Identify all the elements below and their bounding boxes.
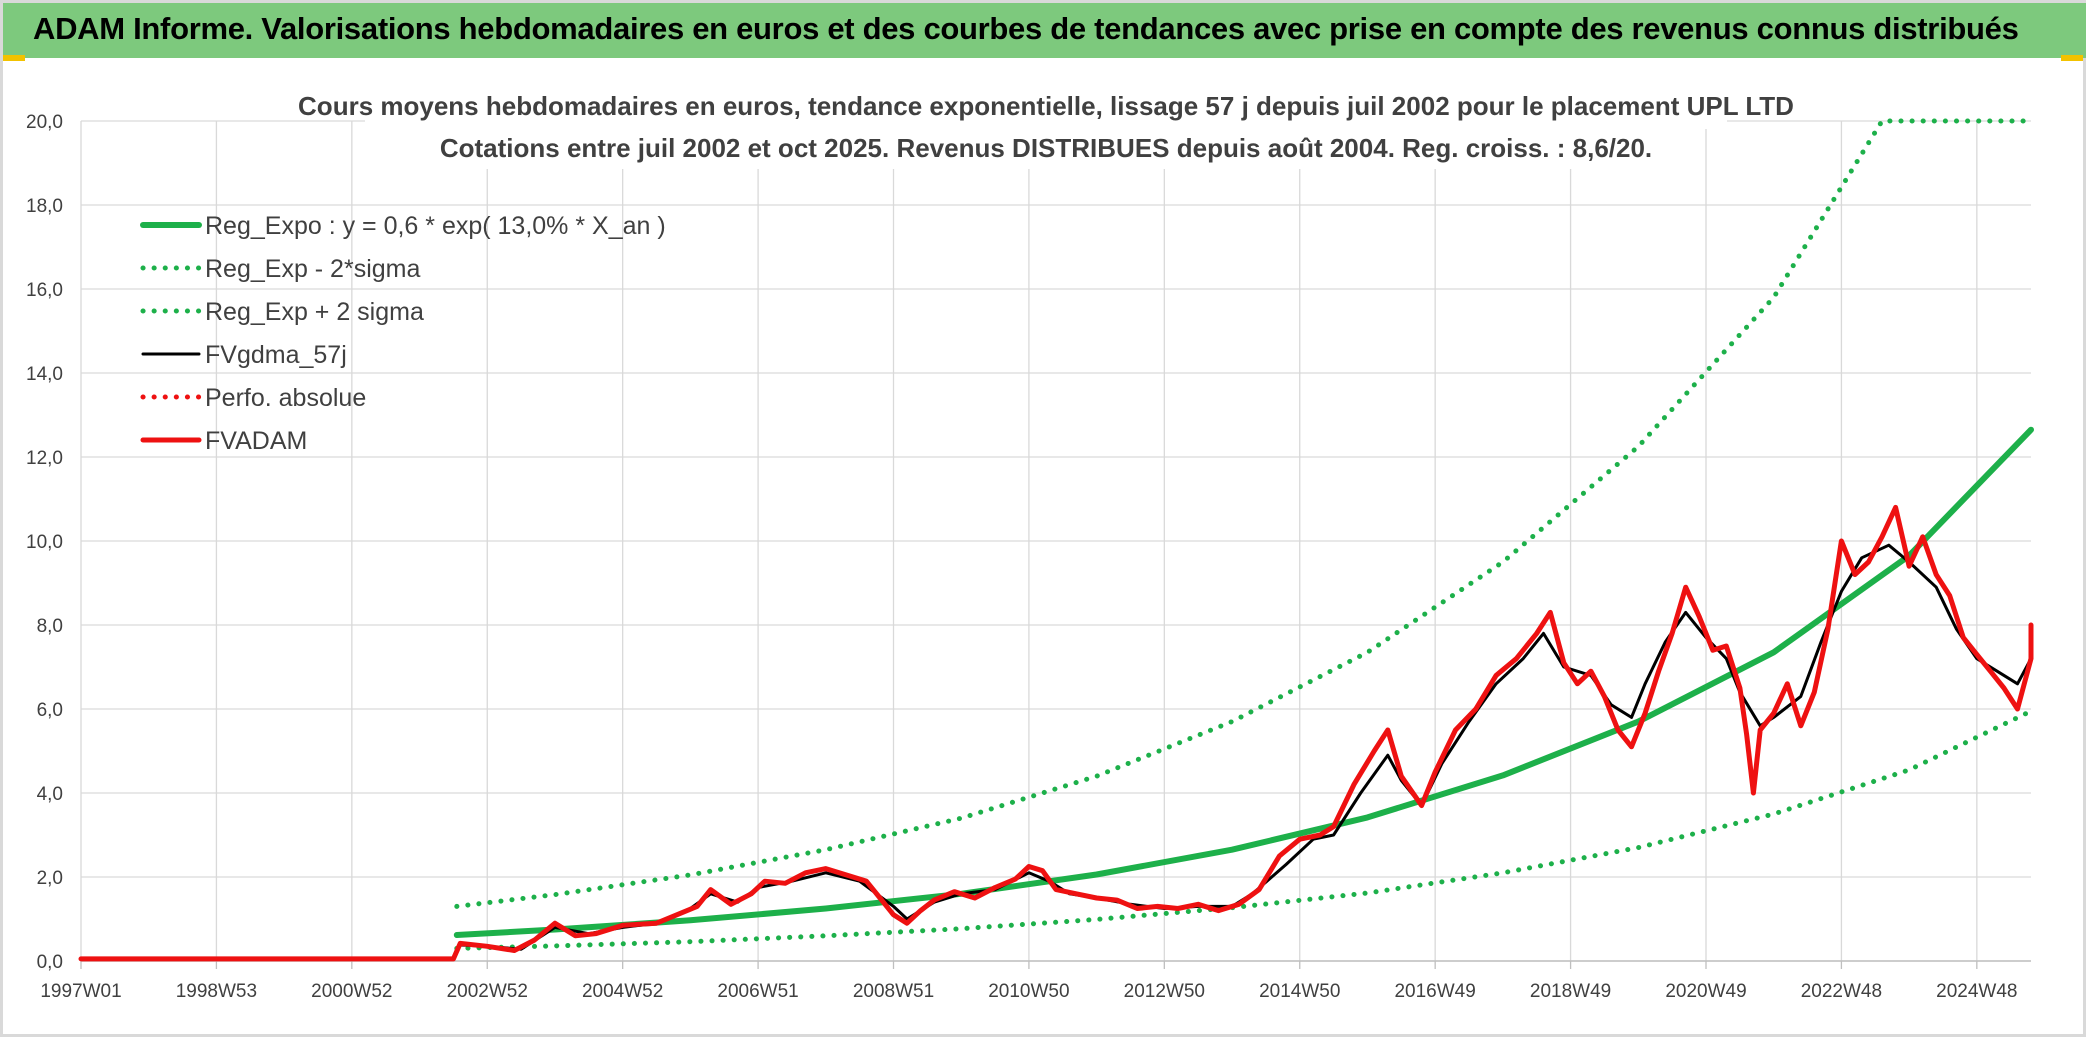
y-tick-label: 12,0 [26,448,63,469]
chart-subtitle: Cotations entre juil 2002 et oct 2025. R… [440,133,1652,163]
legend-entry: FVgdma_57j [205,341,347,369]
x-tick-label: 2002W52 [447,981,528,1002]
line-chart: 0,0 2,0 4,0 6,0 8,0 10,0 12,0 14,0 16,0 18,0 20,0 1… [26,87,2034,1002]
series-lines [78,118,2034,962]
axes: 0,0 2,0 4,0 6,0 8,0 10,0 12,0 14,0 16,0 18,0 20,0 1… [26,112,2031,1002]
series-line-0 [453,426,2034,938]
x-tick-label: 2000W52 [311,981,392,1002]
x-tick-label: 1998W53 [176,981,257,1002]
corner-accent-left [3,55,25,61]
series-line-3 [79,543,2033,961]
chart-title: Cours moyens hebdomadaires en euros, ten… [298,91,1794,121]
x-tick-label: 2004W52 [582,981,663,1002]
corner-accent-right [2061,55,2083,61]
series-line-5 [78,504,2034,962]
y-tick-label: 18,0 [26,196,63,217]
legend-entry: Reg_Exp + 2 sigma [205,298,424,326]
y-tick-label: 10,0 [26,532,63,553]
x-tick-label: 1997W01 [40,981,121,1002]
page-title: ADAM Informe. Valorisations hebdomadaire… [33,11,2019,46]
x-tick-label: 2012W50 [1124,981,1205,1002]
y-tick-label: 16,0 [26,280,63,301]
gridlines [80,120,2031,962]
header-bar: ADAM Informe. Valorisations hebdomadaire… [3,3,2086,58]
x-tick-label: 2006W51 [717,981,798,1002]
series-line-2 [454,118,2034,909]
x-tick-label: 2008W51 [853,981,934,1002]
x-tick-label: 2018W49 [1530,981,1611,1002]
legend: Reg_Expo : y = 0,6 * exp( 13,0% * X_an )… [140,212,666,455]
y-tick-label: 0,0 [37,952,63,973]
subtitle-background [483,129,1613,169]
y-tick-label: 8,0 [37,616,63,637]
y-tick-label: 2,0 [37,868,63,889]
x-tick-label: 2016W49 [1394,981,1475,1002]
y-tick-label: 14,0 [26,364,63,385]
legend-entry: Reg_Exp - 2*sigma [205,255,420,283]
x-tick-label: 2010W50 [988,981,1069,1002]
legend-entry: FVADAM [205,427,307,455]
y-tick-label: 4,0 [37,784,63,805]
series-line-1 [454,708,2034,951]
legend-entry: Perfo. absolue [205,384,366,412]
x-tick-label: 2020W49 [1665,981,1746,1002]
y-tick-label: 6,0 [37,700,63,721]
x-tick-label: 2024W48 [1936,981,2017,1002]
y-tick-label: 20,0 [26,112,63,133]
x-tick-label: 2014W50 [1259,981,1340,1002]
x-tick-label: 2022W48 [1801,981,1882,1002]
title-background [365,87,1727,129]
legend-entry: Reg_Expo : y = 0,6 * exp( 13,0% * X_an ) [205,212,666,240]
